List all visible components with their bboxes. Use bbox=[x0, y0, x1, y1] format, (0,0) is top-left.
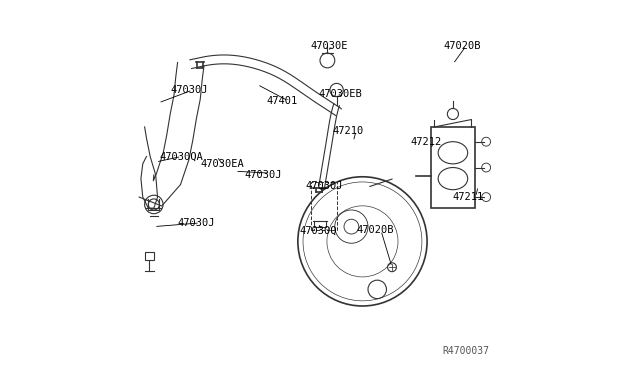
Text: 47401: 47401 bbox=[266, 96, 298, 106]
Text: 47030E: 47030E bbox=[311, 41, 348, 51]
Text: 47212: 47212 bbox=[410, 137, 442, 147]
Text: R4700037: R4700037 bbox=[443, 346, 490, 356]
Text: 47210: 47210 bbox=[333, 126, 364, 136]
Text: 47020B: 47020B bbox=[444, 41, 481, 51]
Text: 47030J: 47030J bbox=[244, 170, 282, 180]
Text: 47030EA: 47030EA bbox=[200, 159, 244, 169]
Bar bbox=[431, 127, 475, 208]
Text: 47030QA: 47030QA bbox=[159, 151, 203, 161]
Text: 47030J: 47030J bbox=[305, 181, 343, 191]
Text: 47020B: 47020B bbox=[357, 225, 394, 235]
Bar bbox=[311, 182, 337, 230]
Bar bbox=[145, 253, 154, 260]
Text: 47030J: 47030J bbox=[178, 218, 215, 228]
Text: 47211: 47211 bbox=[453, 192, 484, 202]
Text: 47030J: 47030J bbox=[170, 85, 208, 95]
Text: 47030EB: 47030EB bbox=[318, 89, 362, 99]
Text: 47030Q: 47030Q bbox=[300, 225, 337, 235]
